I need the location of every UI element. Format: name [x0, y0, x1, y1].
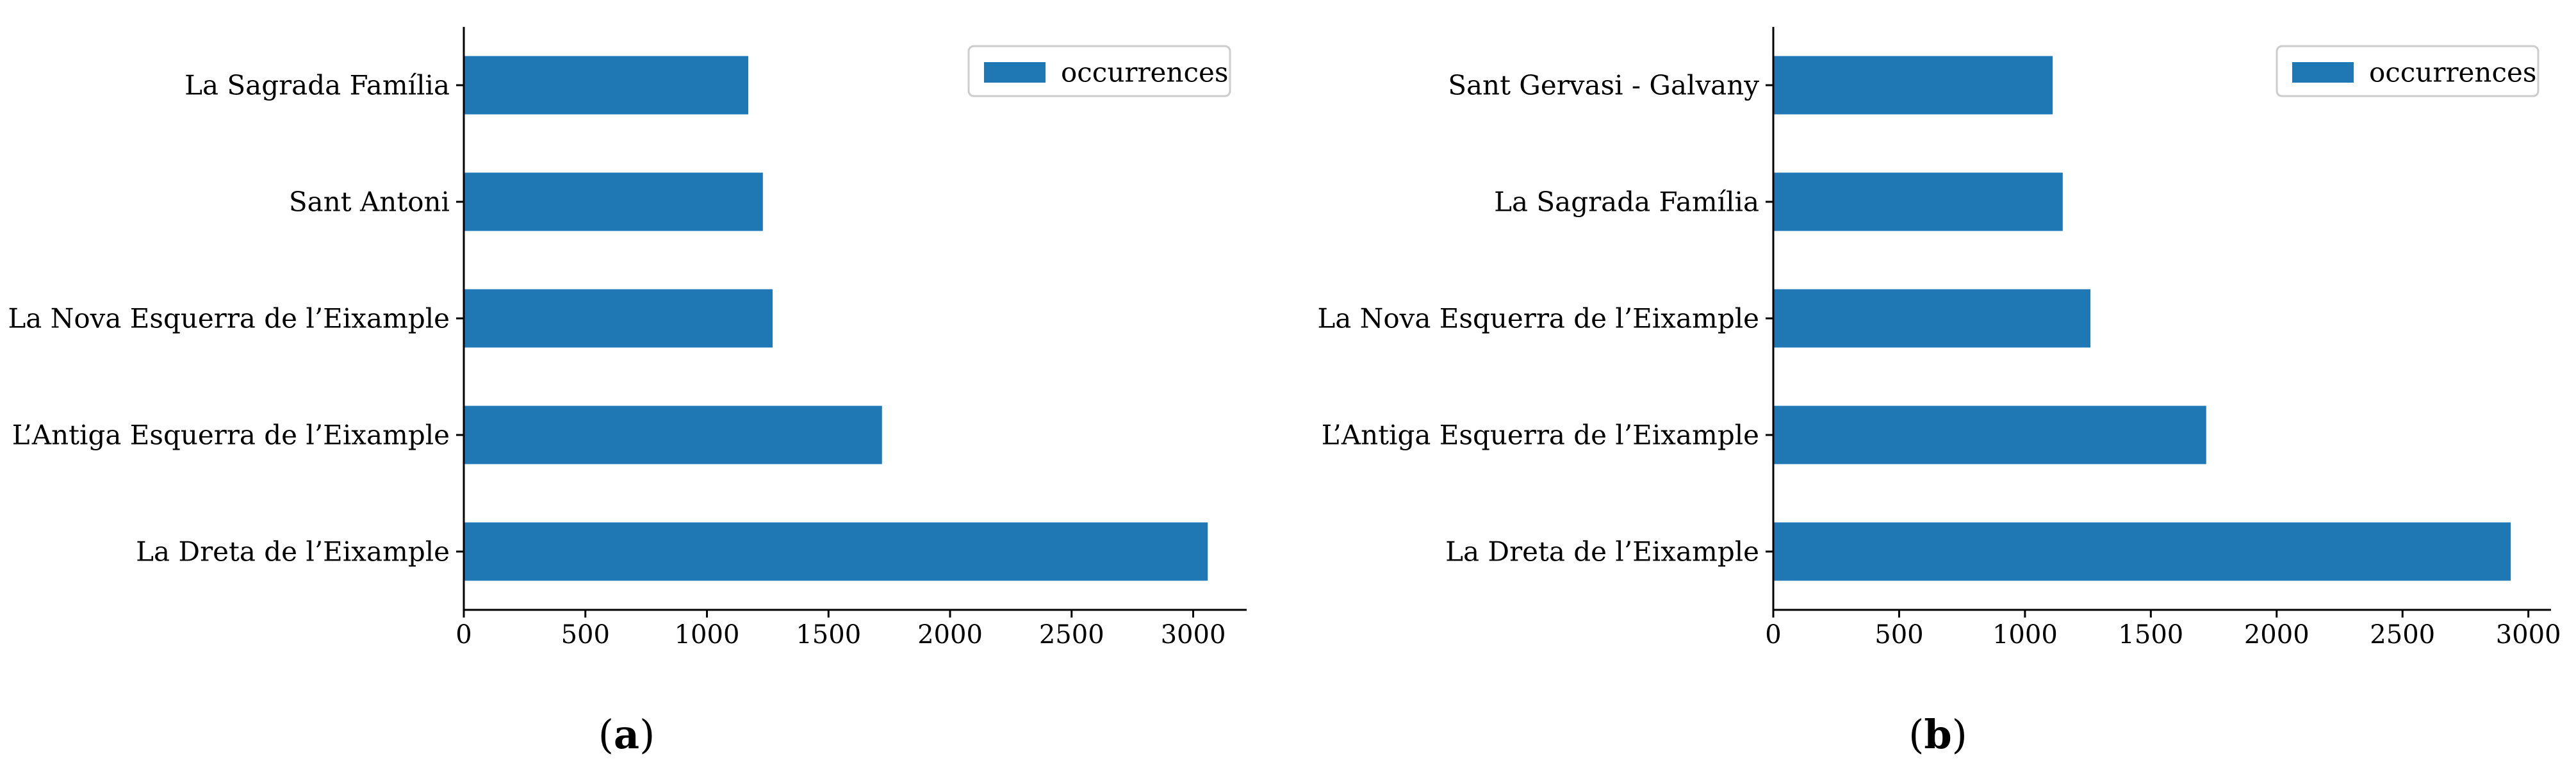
legend-box	[967, 45, 1231, 97]
x-tick-label: 1500	[2118, 620, 2183, 650]
bar-2	[464, 172, 763, 231]
panel-letter: a	[614, 711, 639, 758]
category-label: La Dreta de l’Eixample	[1445, 536, 1759, 568]
category-label: L’Antiga Esquerra de l’Eixample	[12, 420, 450, 451]
x-tick-label: 0	[455, 620, 472, 650]
bar-3	[1773, 289, 2091, 348]
bar-2	[1773, 172, 2063, 231]
panel-b-chart: Sant Gervasi - Galvany La Sagrada Família…	[1317, 27, 2561, 758]
panel-label: (b)	[1908, 711, 1967, 758]
x-tick-label: 2000	[917, 620, 983, 650]
x-tick-label: 0	[1765, 620, 1781, 650]
x-tick-label: 500	[561, 620, 610, 650]
category-label: L’Antiga Esquerra de l’Eixample	[1322, 420, 1759, 451]
x-tick-label: 3000	[1161, 620, 1226, 650]
bar-3	[464, 289, 773, 348]
bar-5	[464, 522, 1208, 581]
bar-1	[1773, 56, 2053, 115]
legend-swatch	[984, 62, 1046, 83]
legend-box	[2276, 45, 2539, 97]
category-label: La Dreta de l’Eixample	[136, 536, 450, 568]
panel-letter: b	[1924, 711, 1951, 758]
category-label: Sant Gervasi - Galvany	[1448, 70, 1759, 101]
bar-4	[464, 405, 882, 464]
category-label: La Sagrada Família	[185, 70, 450, 101]
category-label: La Nova Esquerra de l’Eixample	[8, 303, 450, 334]
x-tick-label: 2500	[1039, 620, 1104, 650]
category-label: La Nova Esquerra de l’Eixample	[1317, 303, 1759, 334]
x-tick-label: 1000	[1992, 620, 2058, 650]
x-tick-label: 3000	[2496, 620, 2561, 650]
x-tick-label: 1000	[675, 620, 740, 650]
category-label: Sant Antoni	[289, 186, 450, 218]
x-tick-label: 500	[1875, 620, 1923, 650]
bar-5	[1773, 522, 2511, 581]
x-tick-label: 2000	[2244, 620, 2309, 650]
bar-4	[1773, 405, 2206, 464]
bar-1	[464, 56, 749, 115]
panel-a-chart: La Sagrada Família Sant Antoni La Nova Esq…	[8, 27, 1247, 758]
legend-swatch	[2292, 62, 2354, 83]
panel-label: (a)	[598, 711, 655, 758]
legend: occurrences	[2276, 45, 2539, 97]
legend: occurrences	[967, 45, 1231, 97]
legend-label: occurrences	[2369, 57, 2536, 88]
x-tick-label: 2500	[2370, 620, 2435, 650]
x-tick-label: 1500	[796, 620, 861, 650]
legend-label: occurrences	[1061, 57, 1228, 88]
category-label: La Sagrada Família	[1494, 186, 1759, 218]
